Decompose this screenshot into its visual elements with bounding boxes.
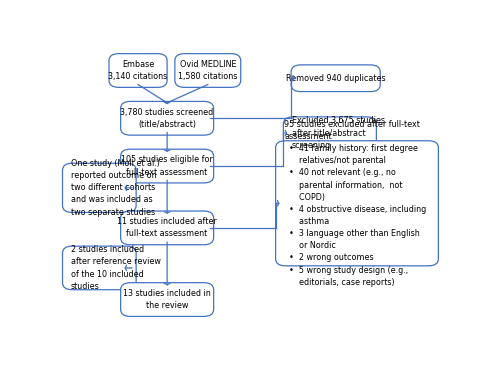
Text: 105 studies eligible for
full-text assessment: 105 studies eligible for full-text asses… xyxy=(121,155,213,177)
FancyBboxPatch shape xyxy=(284,117,376,149)
Text: Removed 940 duplicates: Removed 940 duplicates xyxy=(286,74,386,83)
Text: 3,780 studies screened
(title/abstract): 3,780 studies screened (title/abstract) xyxy=(120,108,214,129)
FancyBboxPatch shape xyxy=(175,54,241,87)
FancyBboxPatch shape xyxy=(62,163,136,212)
Text: 13 studies included in
the review: 13 studies included in the review xyxy=(123,289,211,310)
FancyBboxPatch shape xyxy=(120,101,214,135)
Text: 95 studies excluded after full-text
assessment
  •  41 family history: first deg: 95 studies excluded after full-text asse… xyxy=(284,120,426,287)
FancyBboxPatch shape xyxy=(291,65,380,92)
Text: Embase
3,140 citations: Embase 3,140 citations xyxy=(108,60,168,81)
FancyBboxPatch shape xyxy=(120,211,214,245)
Text: Excluded 3,675 studies
after title/abstract
screening: Excluded 3,675 studies after title/abstr… xyxy=(292,116,385,150)
FancyBboxPatch shape xyxy=(276,141,438,266)
FancyBboxPatch shape xyxy=(62,246,136,290)
FancyBboxPatch shape xyxy=(120,149,214,183)
Text: 2 studies included
after reference review
of the 10 included
studies: 2 studies included after reference revie… xyxy=(71,245,161,291)
FancyBboxPatch shape xyxy=(109,54,167,87)
Text: 11 studies included after
full-text assessment: 11 studies included after full-text asse… xyxy=(117,217,217,238)
FancyBboxPatch shape xyxy=(120,283,214,316)
Text: Ovid MEDLINE
1,580 citations: Ovid MEDLINE 1,580 citations xyxy=(178,60,238,81)
Text: One study (Moll et al.)
reported outcome on
two different cohorts
and was includ: One study (Moll et al.) reported outcome… xyxy=(71,159,160,217)
